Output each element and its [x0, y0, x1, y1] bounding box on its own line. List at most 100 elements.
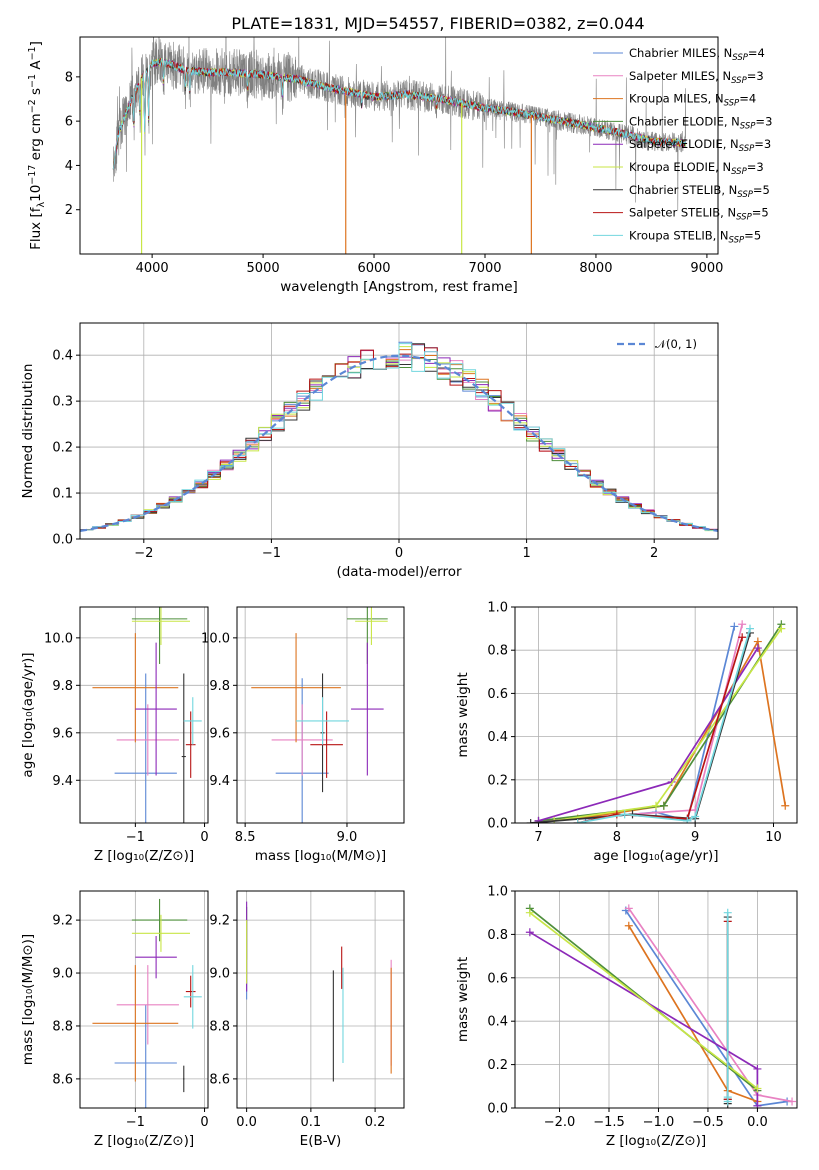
- x-tick-label: 8: [613, 830, 621, 845]
- y-axis-label: mass [log₁₀(M/M⊙)]: [20, 934, 36, 1065]
- y-tick-label: 0.6: [487, 687, 508, 702]
- y-axis-label: Flux [fλ10−17 erg cm−2 s−1 A−1]: [27, 41, 47, 250]
- mass-weight-vs-age-panel: 7 8 9 10 0.0 0.2 0.4 0.6 0.8 1.0 age [log₁₀(age/yr…: [455, 601, 798, 864]
- y-tick-label: 0.8: [487, 928, 508, 943]
- axes-frame: [79, 606, 209, 824]
- x-tick-label: 8.5: [235, 830, 256, 845]
- y-axis-label-part: s: [28, 88, 44, 99]
- x-tick-label: 9.0: [337, 830, 358, 845]
- plus-marker: [753, 1084, 762, 1093]
- x-tick-label: 8000: [579, 261, 612, 276]
- mass-weight-line: [530, 632, 751, 823]
- y-tick-label: 0.2: [52, 441, 73, 456]
- legend-entry: Kroupa MILES, NSSP=4: [629, 92, 756, 109]
- x-tick-label: −1.5: [593, 1115, 625, 1130]
- y-tick-label: 0.1: [52, 487, 73, 502]
- mass-weight-line: [577, 636, 744, 823]
- y-tick-label: 8: [65, 70, 73, 85]
- y-tick-label: 0.4: [52, 349, 73, 364]
- plus-marker: [525, 908, 534, 917]
- plus-marker: [652, 801, 660, 810]
- y-axis-label-part: ]: [28, 41, 44, 46]
- legend-entry: Salpeter ELODIE, NSSP=3: [629, 137, 771, 154]
- plus-marker: [723, 1097, 732, 1106]
- plot-area: [246, 901, 392, 1082]
- plus-marker: [738, 633, 747, 642]
- x-tick-label: −2.0: [544, 1115, 576, 1130]
- y-axis-label-part: −17: [27, 165, 38, 185]
- y-tick-label: 0.0: [487, 1102, 508, 1117]
- x-tick-label: 9: [691, 830, 699, 845]
- spectrum-title: PLATE=1831, MJD=54557, FIBERID=0382, z=0…: [231, 14, 644, 33]
- legend-entry: Chabrier MILES, NSSP=4: [629, 46, 765, 63]
- mass-weight-line: [585, 626, 736, 822]
- axes-frame: [514, 606, 798, 824]
- x-axis-label: age [log₁₀(age/yr)]: [593, 848, 718, 864]
- y-tick-label: 8.6: [52, 1072, 73, 1087]
- y-tick-label: 9.2: [209, 914, 230, 929]
- residuals-panel: −2 −1 0 1 2 0.0 0.1 0.2 0.3 0.4 (data-model)/error…: [20, 322, 719, 580]
- y-tick-label: 0.3: [52, 395, 73, 410]
- x-tick-label: 5000: [247, 261, 280, 276]
- y-tick-label: 9.0: [52, 967, 73, 982]
- y-tick-label: 4: [65, 159, 73, 174]
- x-tick-label: 9000: [690, 261, 723, 276]
- plus-marker: [753, 1064, 762, 1073]
- y-tick-label: 10.0: [44, 631, 73, 646]
- legend-entry: Kroupa ELODIE, NSSP=3: [629, 160, 764, 177]
- y-axis-label: age [log₁₀(age/yr)]: [20, 652, 36, 777]
- x-axis-label: Z [log₁₀(Z/Z⊙)]: [606, 1133, 706, 1149]
- x-tick-label: −1: [262, 546, 281, 561]
- x-tick-label: −1.0: [643, 1115, 675, 1130]
- y-tick-label: 9.4: [209, 774, 230, 789]
- x-tick-label: 10: [765, 830, 782, 845]
- plot-area: [80, 341, 718, 533]
- y-tick-label: 6: [65, 115, 73, 130]
- histogram-step-line: [80, 343, 718, 533]
- legend-entry: Salpeter MILES, NSSP=3: [629, 69, 764, 86]
- y-tick-label: 1.0: [487, 601, 508, 616]
- x-axis-label: wavelength [Angstrom, rest frame]: [280, 279, 518, 295]
- y-tick-label: 10.0: [201, 631, 230, 646]
- y-tick-label: 8.8: [209, 1019, 230, 1034]
- plus-marker: [624, 921, 633, 930]
- observed-spectrum-line: [113, 37, 687, 211]
- mass-vs-extinction-panel: 0.0 0.1 0.2 8.6 8.8 9.0 9.2 E(B-V): [209, 890, 405, 1149]
- y-tick-label: 0.2: [487, 1058, 508, 1073]
- mass-vs-metallicity-panel: −1 0 8.6 8.8 9.0 9.2 Z [log₁₀(Z/Z⊙)] mass [log₁…: [20, 890, 209, 1149]
- model-line: [112, 59, 687, 170]
- plot-area: [92, 898, 202, 1108]
- x-axis-label: mass [log₁₀(M/M⊙)]: [255, 848, 386, 864]
- age-vs-metallicity-panel: −1 0 9.4 9.6 9.8 10.0 Z [log₁₀(Z/Z⊙)] age [log₁…: [20, 606, 209, 864]
- y-tick-label: 9.6: [209, 726, 230, 741]
- plus-marker: [753, 644, 762, 653]
- plus-marker: [738, 620, 747, 629]
- legend-entry: Salpeter STELIB, NSSP=5: [629, 206, 769, 223]
- axes-frame: [514, 890, 798, 1109]
- plus-marker: [788, 1097, 797, 1106]
- normal-curve-line: [80, 354, 718, 532]
- y-tick-label: 9.4: [52, 774, 73, 789]
- y-tick-label: 9.6: [52, 726, 73, 741]
- y-axis-label-part: −1: [27, 74, 38, 88]
- x-tick-label: 1: [522, 546, 530, 561]
- plus-marker: [526, 819, 535, 823]
- y-axis-label-part: 10: [28, 185, 44, 202]
- y-tick-label: 2: [65, 203, 73, 218]
- x-tick-label: 0: [395, 546, 403, 561]
- y-tick-label: 1.0: [487, 885, 508, 900]
- x-tick-label: 0.0: [236, 1115, 257, 1130]
- plus-marker: [659, 801, 668, 810]
- x-tick-label: −0.5: [692, 1115, 724, 1130]
- mass-weight-line: [538, 623, 783, 822]
- axes-frame: [236, 890, 405, 1109]
- x-tick-label: 0.1: [301, 1115, 322, 1130]
- x-tick-label: −1: [126, 830, 145, 845]
- plus-marker: [525, 928, 534, 937]
- legend-entry: 𝒩(0, 1): [655, 337, 697, 351]
- axes-frame: [236, 606, 405, 824]
- mass-weight-line: [628, 907, 793, 1103]
- y-tick-label: 9.0: [209, 967, 230, 982]
- plus-marker: [723, 908, 732, 917]
- plot-area: [112, 37, 687, 254]
